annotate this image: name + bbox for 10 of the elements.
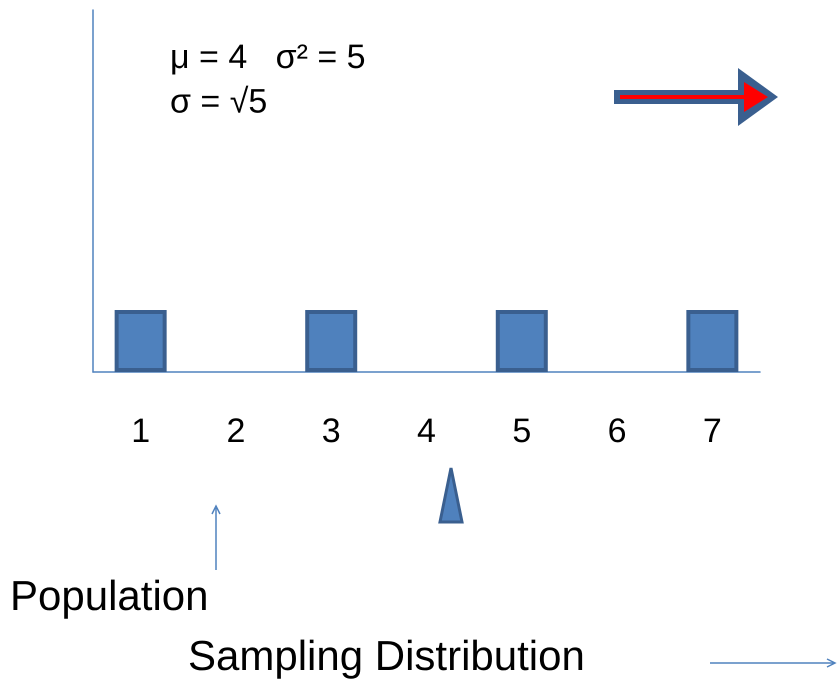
x-tick-label: 3 — [322, 412, 341, 450]
x-tick-label: 7 — [702, 412, 722, 450]
text: Sampling Distribution — [188, 632, 585, 679]
x-tick-label: 6 — [608, 412, 627, 450]
x-tick-label: 5 — [512, 412, 532, 450]
text: μ = 4 σ² = 5 σ = √5 — [170, 38, 394, 120]
x-tick-label: 1 — [131, 412, 150, 450]
x-tick-label: 2 — [226, 412, 246, 450]
text: Population — [10, 572, 208, 619]
x-tick-label: 4 — [417, 412, 436, 450]
